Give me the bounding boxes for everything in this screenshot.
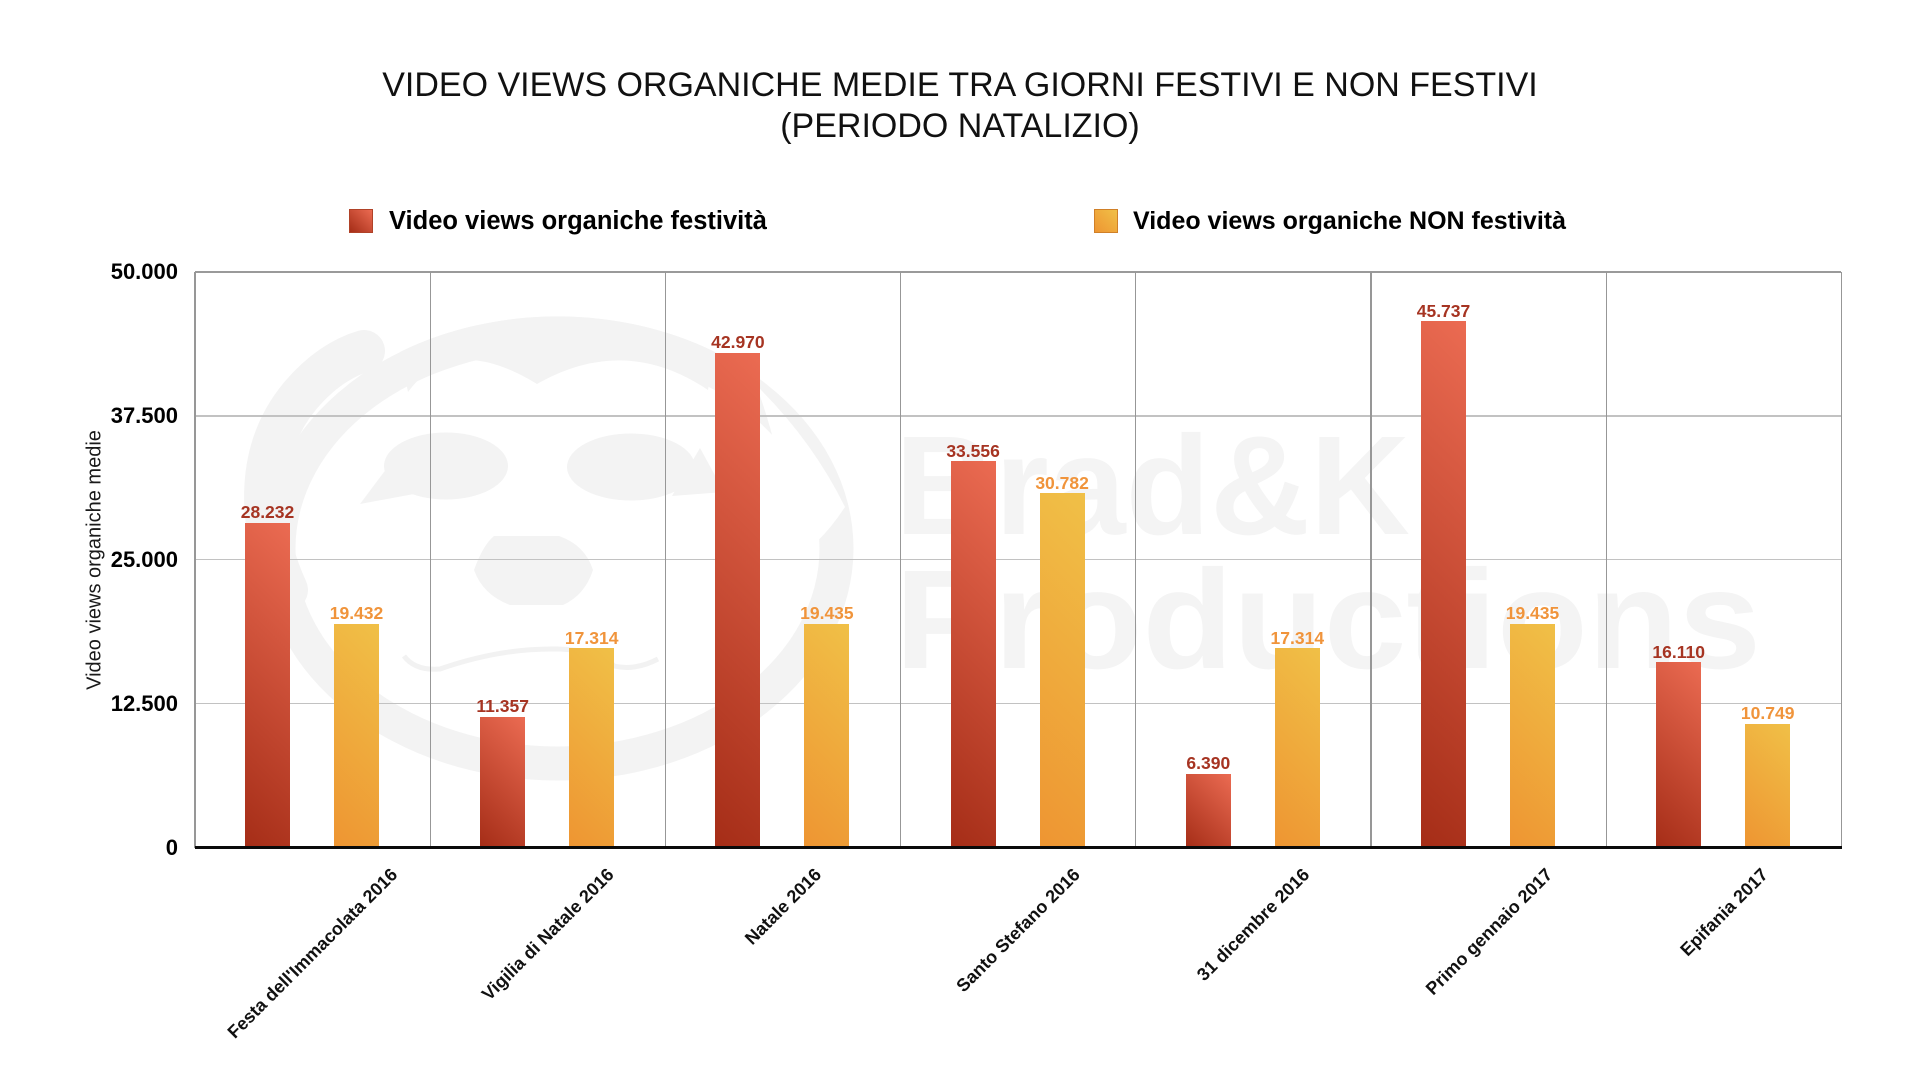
svg-text:Productions: Productions [895,540,1761,698]
